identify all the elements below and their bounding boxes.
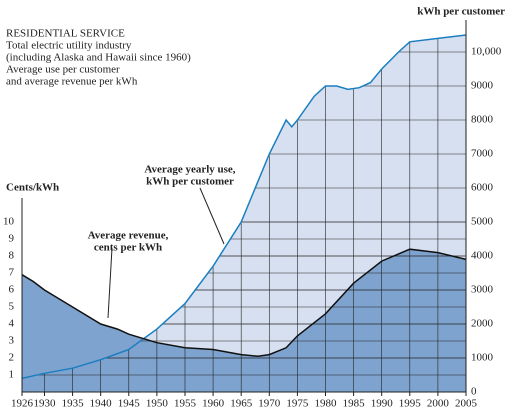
x-tick-label: 1985 bbox=[343, 398, 366, 410]
y2-tick-label: 8000 bbox=[471, 114, 494, 126]
y-tick-label: 1 bbox=[9, 369, 15, 381]
x-tick-label: 1930 bbox=[33, 398, 56, 410]
annotation-arrow bbox=[107, 247, 113, 319]
annotation: Average yearly use, bbox=[144, 164, 235, 176]
y-tick-label: 8 bbox=[9, 250, 15, 262]
series-line bbox=[21, 34, 467, 380]
y2-tick-label: 9000 bbox=[471, 80, 494, 92]
y2-tick-label: 4000 bbox=[471, 250, 494, 262]
title-line: (including Alaska and Hawaii since 1960) bbox=[6, 52, 191, 64]
x-tick-label: 1970 bbox=[258, 398, 281, 410]
x-tick-label: 1935 bbox=[62, 398, 85, 410]
x-tick-label: 1926 bbox=[11, 398, 34, 410]
title-line: and average revenue per kWh bbox=[6, 76, 138, 88]
y2-tick-label: 0 bbox=[471, 386, 477, 398]
x-tick-label: 1990 bbox=[371, 398, 394, 410]
y2-tick-label: 3000 bbox=[471, 284, 494, 296]
x-tick-label: 1945 bbox=[118, 398, 141, 410]
y-axis-label: Cents/kWh bbox=[6, 182, 59, 194]
y-tick-label: 3 bbox=[9, 335, 15, 347]
y-tick-label: 7 bbox=[9, 267, 15, 279]
annotation: kWh per customer bbox=[146, 176, 234, 188]
annotation-arrow bbox=[199, 187, 225, 245]
x-tick-label: 2005 bbox=[455, 398, 478, 410]
y2-tick-label: 6000 bbox=[471, 182, 494, 194]
x-tick-label: 1960 bbox=[202, 398, 225, 410]
annotation: Average revenue, bbox=[88, 230, 169, 242]
title-line: Total electric utility industry bbox=[6, 40, 132, 52]
x-tick-label: 1955 bbox=[174, 398, 197, 410]
x-tick-label: 1995 bbox=[399, 398, 422, 410]
y-tick-label: 5 bbox=[9, 301, 15, 313]
y-tick-label: 2 bbox=[9, 352, 15, 364]
annotation: cents per kWh bbox=[94, 242, 162, 254]
y-tick-label: 9 bbox=[9, 233, 15, 245]
x-tick-label: 1940 bbox=[90, 398, 113, 410]
y2-tick-label: 7000 bbox=[471, 148, 494, 160]
title-line: RESIDENTIAL SERVICE bbox=[6, 28, 125, 40]
y2-tick-label: 10,000 bbox=[471, 46, 502, 58]
y-tick-label: 6 bbox=[9, 284, 15, 296]
y2-tick-label: 5000 bbox=[471, 216, 494, 228]
x-tick-label: 1965 bbox=[230, 398, 253, 410]
series-area bbox=[22, 249, 466, 392]
x-tick-label: 1980 bbox=[314, 398, 337, 410]
x-tick-label: 1950 bbox=[146, 398, 169, 410]
y-tick-label: 4 bbox=[9, 318, 15, 330]
series-line bbox=[21, 248, 467, 358]
y2-tick-label: 2000 bbox=[471, 318, 494, 330]
y2-axis-label: kWh per customer bbox=[417, 6, 505, 18]
title-line: Average use per customer bbox=[6, 64, 120, 76]
y2-tick-label: 1000 bbox=[471, 352, 494, 364]
y-tick-label: 10 bbox=[3, 216, 15, 228]
x-tick-label: 2000 bbox=[427, 398, 450, 410]
x-tick-label: 1975 bbox=[286, 398, 309, 410]
